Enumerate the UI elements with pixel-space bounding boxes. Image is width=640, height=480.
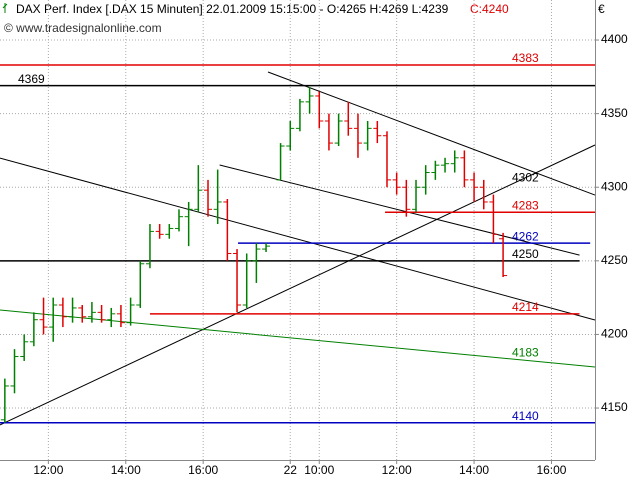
trend-line (267, 71, 596, 196)
trend-line (0, 157, 596, 321)
level-label: 4214 (512, 300, 539, 314)
y-tick-label: 4350 (601, 106, 628, 120)
currency: € (598, 2, 605, 16)
level-label: 4302 (512, 170, 539, 184)
y-tick-label: 4250 (601, 253, 628, 267)
y-tick-label: 4400 (601, 32, 628, 46)
level-label: 4140 (512, 409, 539, 423)
x-tick-label: 14:00 (111, 463, 141, 477)
x-tick-label: 22 (284, 463, 298, 477)
header-icon (2, 3, 8, 13)
y-tick-label: 4300 (601, 179, 628, 193)
level-label: 4183 (512, 346, 539, 360)
x-tick-label: 10:00 (304, 463, 334, 477)
level-label: 4383 (512, 51, 539, 65)
header: DAX Perf. Index [.DAX 15 Minuten] 22.01.… (16, 2, 449, 16)
y-tick-label: 4150 (601, 400, 628, 414)
level-label: 4250 (512, 247, 539, 261)
level-label: 4262 (512, 229, 539, 243)
x-tick-label: 14:00 (459, 463, 489, 477)
trend-line (0, 144, 596, 426)
level-label: 4283 (512, 198, 539, 212)
x-tick-label: 16:00 (536, 463, 566, 477)
header-close: C:4240 (470, 2, 509, 16)
y-tick-label: 4200 (601, 327, 628, 341)
x-tick-label: 12:00 (382, 463, 412, 477)
level-label: 4369 (18, 72, 45, 86)
x-tick-label: 16:00 (188, 463, 218, 477)
x-tick-label: 12:00 (33, 463, 63, 477)
watermark: © www.tradesignalonline.com (4, 21, 162, 35)
trend-line (0, 309, 596, 368)
